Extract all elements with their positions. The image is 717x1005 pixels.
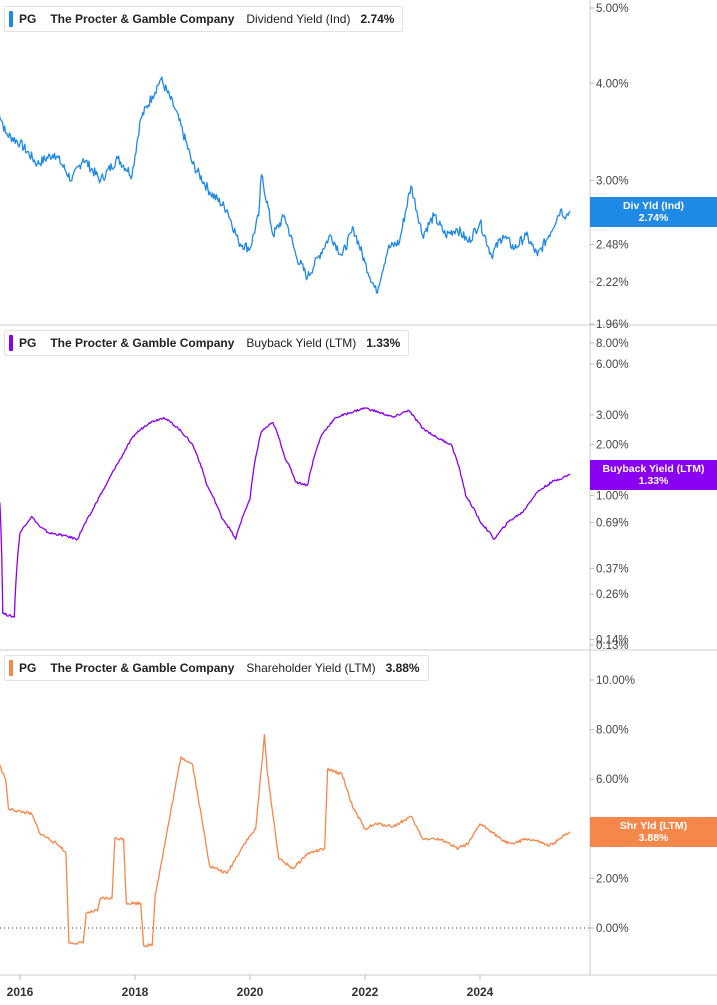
legend-value: 2.74% [360,12,395,26]
x-tick-label: 2016 [7,985,34,999]
y-tick-label: 2.48% [596,240,629,252]
legend-company: The Procter & Gamble Company [50,661,235,675]
callout-value: 3.88% [638,832,669,844]
legend-value: 3.88% [385,661,420,675]
x-tick-label: 2022 [352,985,379,999]
legend-company: The Procter & Gamble Company [50,12,235,26]
y-tick-label: 5.00% [596,3,629,15]
y-tick-label: 0.37% [596,563,629,575]
legend-ticker: PG [19,661,37,675]
buyback-swatch [9,335,13,351]
legend-dividend: PG The Procter & Gamble Company Dividend… [4,6,404,32]
series-line-shareholder [0,733,571,948]
y-tick-label: 2.22% [596,277,629,289]
y-tick-label: 2.00% [596,440,629,452]
callout-buyback: Buyback Yield (LTM) 1.33% [590,460,717,490]
y-tick-label: 1.00% [596,490,629,502]
legend-value: 1.33% [366,336,401,350]
x-tick-label: 2024 [467,985,494,999]
x-tick-label: 2018 [122,985,149,999]
y-tick-label: 0.26% [596,589,629,601]
callout-label: Buyback Yield (LTM) [602,463,705,475]
y-tick-label: 3.00% [596,175,629,187]
legend-ticker: PG [19,336,37,350]
callout-value: 1.33% [638,475,669,487]
callout-dividend: Div Yld (Ind) 2.74% [590,197,717,227]
y-tick-label: 1.96% [596,319,629,331]
legend-buyback: PG The Procter & Gamble Company Buyback … [4,330,410,356]
y-tick-label: 0.14% [596,635,629,647]
y-tick-label: 2.00% [596,873,629,885]
dividend-swatch [9,11,13,27]
x-axis-ticks: 2016 2018 2020 2022 2024 [7,975,494,999]
callout-label: Div Yld (Ind) [622,200,685,212]
series-lines [0,76,571,948]
legend-metric: Buyback Yield (LTM) [246,336,357,350]
legend-company: The Procter & Gamble Company [50,336,235,350]
callout-shareholder: Shr Yld (LTM) 3.88% [590,817,717,847]
y-tick-label: 3.00% [596,410,629,422]
y-tick-label: 8.00% [596,338,629,350]
legend-ticker: PG [19,12,37,26]
callout-label: Shr Yld (LTM) [619,820,688,832]
y-tick-label: 0.00% [596,923,629,935]
y-tick-label: 8.00% [596,725,629,737]
y-tick-label: 0.13% [596,640,629,652]
series-line-buyback [0,407,571,618]
y-tick-label: 0.69% [596,518,629,530]
series-line-dividend [0,76,571,294]
y-tick-label: 10.00% [596,675,635,687]
y-tick-label: 4.00% [596,78,629,90]
y-tick-label: 6.00% [596,774,629,786]
y-tick-label: 6.00% [596,359,629,371]
legend-shareholder: PG The Procter & Gamble Company Sharehol… [4,655,429,681]
y-axis-ticks: 5.00% 4.00% 3.00% 2.48% 2.22% 1.96% 8.00% 6.00%… [590,3,635,935]
legend-metric: Shareholder Yield (LTM) [246,661,376,675]
x-tick-label: 2020 [237,985,264,999]
legend-metric: Dividend Yield (Ind) [246,12,351,26]
shareholder-swatch [9,660,13,676]
callout-value: 2.74% [638,212,669,224]
